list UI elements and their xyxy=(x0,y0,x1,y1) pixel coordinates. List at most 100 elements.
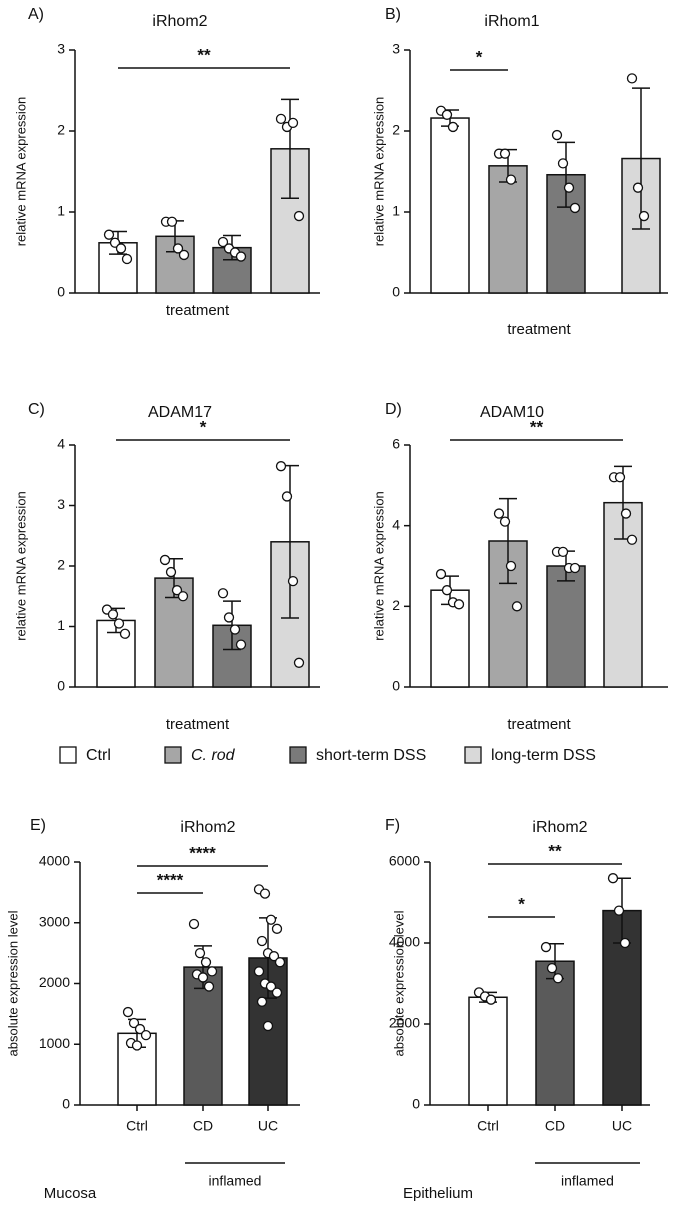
chart-title: iRhom2 xyxy=(532,819,587,836)
data-point xyxy=(626,534,638,545)
data-point xyxy=(607,873,619,884)
x-axis-label: treatment xyxy=(166,302,230,319)
y-tick-label: 1 xyxy=(392,203,400,219)
significance-label: **** xyxy=(189,843,216,862)
data-point xyxy=(107,609,119,620)
x-tick-label: UC xyxy=(612,1118,632,1134)
data-point xyxy=(563,182,575,193)
data-point xyxy=(441,109,453,120)
data-point xyxy=(441,585,453,596)
data-point xyxy=(505,174,517,185)
y-tick-label: 0 xyxy=(57,284,65,300)
data-point xyxy=(115,243,127,254)
y-tick-label: 0 xyxy=(57,678,65,694)
y-tick-label: 2 xyxy=(392,597,400,613)
data-point xyxy=(265,914,277,925)
data-point xyxy=(620,508,632,519)
data-point xyxy=(268,951,280,962)
data-point xyxy=(128,1017,140,1029)
data-point xyxy=(206,966,218,977)
data-point xyxy=(188,918,200,930)
legend-swatch xyxy=(464,746,482,764)
bar xyxy=(183,966,223,1106)
bar xyxy=(546,565,586,688)
data-point xyxy=(119,628,131,639)
y-tick-label: 4 xyxy=(392,516,400,532)
data-point xyxy=(197,972,209,983)
data-point xyxy=(203,981,215,992)
significance-label: * xyxy=(518,894,525,913)
legend-swatch xyxy=(289,746,307,764)
significance-label: ** xyxy=(548,841,562,860)
x-tick-label: Ctrl xyxy=(477,1118,499,1134)
data-point xyxy=(140,1029,152,1041)
data-point xyxy=(613,905,625,916)
data-point xyxy=(505,560,517,572)
data-point xyxy=(275,461,287,472)
data-point xyxy=(259,888,271,899)
y-tick-label: 4 xyxy=(57,436,65,452)
bar xyxy=(488,165,528,294)
panel-label: D) xyxy=(385,401,402,418)
data-point xyxy=(485,994,497,1005)
data-point xyxy=(435,568,447,580)
x-tick-label: Ctrl xyxy=(126,1118,148,1134)
y-tick-label: 2 xyxy=(57,122,65,138)
chart-title: iRhom1 xyxy=(484,13,539,30)
y-tick-label: 2000 xyxy=(39,974,70,990)
bar xyxy=(430,117,470,294)
data-point xyxy=(113,618,125,629)
data-point xyxy=(540,941,552,953)
y-tick-label: 2000 xyxy=(389,1015,420,1031)
x-axis-label: treatment xyxy=(166,716,230,733)
data-point xyxy=(275,113,287,124)
data-point xyxy=(293,210,305,222)
y-axis-label: relative mRNA expression xyxy=(13,491,28,641)
error-bar xyxy=(632,87,650,230)
y-tick-label: 1000 xyxy=(39,1035,70,1051)
data-point xyxy=(614,472,626,483)
data-point xyxy=(546,962,558,974)
data-point xyxy=(223,612,235,623)
data-point xyxy=(271,987,283,998)
data-point xyxy=(229,624,241,635)
chart-title: ADAM17 xyxy=(148,404,212,421)
y-tick-label: 6 xyxy=(392,436,400,452)
data-point xyxy=(281,491,293,502)
legend-label: long-term DSS xyxy=(491,747,596,764)
data-point xyxy=(557,158,569,169)
data-point xyxy=(194,947,206,959)
y-tick-label: 3 xyxy=(57,496,65,512)
legend-label: Ctrl xyxy=(86,747,111,764)
data-point xyxy=(447,121,459,133)
bar xyxy=(468,996,508,1106)
data-point xyxy=(293,657,305,668)
data-point xyxy=(134,1023,146,1035)
data-point xyxy=(499,516,511,527)
chart-title: iRhom2 xyxy=(152,13,207,30)
bar xyxy=(535,960,575,1106)
data-point xyxy=(172,243,184,254)
y-tick-label: 3 xyxy=(392,41,400,57)
data-point xyxy=(262,1020,274,1032)
significance-label: ** xyxy=(530,417,544,436)
error-bar xyxy=(281,98,299,199)
y-tick-label: 0 xyxy=(392,284,400,300)
data-point xyxy=(619,937,631,949)
y-tick-label: 2 xyxy=(57,557,65,573)
data-point xyxy=(178,249,190,261)
y-tick-label: 6000 xyxy=(389,853,420,869)
panel-label: F) xyxy=(385,817,400,834)
y-tick-label: 0 xyxy=(392,678,400,694)
data-point xyxy=(103,229,115,240)
data-point xyxy=(217,236,229,248)
data-point xyxy=(287,575,299,587)
y-axis-label: relative mRNA expression xyxy=(371,97,386,247)
data-point xyxy=(493,508,505,519)
significance-label: **** xyxy=(157,870,184,889)
significance-label: ** xyxy=(197,45,211,64)
data-point xyxy=(557,546,569,558)
data-point xyxy=(159,554,171,566)
legend-swatch xyxy=(59,746,77,764)
